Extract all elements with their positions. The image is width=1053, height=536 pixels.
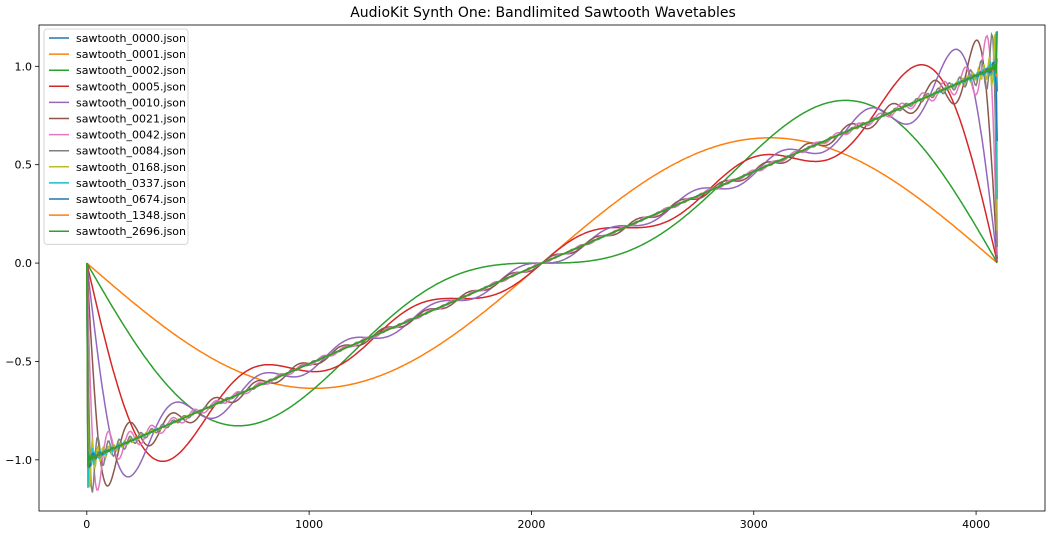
series-group — [86, 31, 998, 493]
legend-label: sawtooth_0001.json — [76, 48, 186, 61]
legend-label: sawtooth_0021.json — [76, 113, 186, 126]
legend-box — [43, 28, 189, 245]
legend-label: sawtooth_0337.json — [76, 177, 186, 190]
legend-label: sawtooth_0005.json — [76, 80, 186, 93]
x-tick-label: 4000 — [962, 518, 990, 531]
plot-frame — [38, 24, 1046, 512]
x-tick-label: 1000 — [295, 518, 323, 531]
series-line-9 — [86, 31, 998, 488]
legend-label: sawtooth_0168.json — [76, 161, 186, 174]
x-tick-label: 3000 — [740, 518, 768, 531]
x-axis: 0 1000 2000 3000 4000 — [83, 511, 990, 531]
x-tick-label: 0 — [83, 518, 90, 531]
chart-title: AudioKit Synth One: Bandlimited Sawtooth… — [350, 5, 736, 21]
legend-label: sawtooth_0002.json — [76, 64, 186, 77]
legend: sawtooth_0000.json sawtooth_0001.jsonsawt… — [43, 28, 189, 245]
y-tick-label: 1.0 — [15, 60, 33, 73]
legend-label: sawtooth_0000.json — [76, 32, 186, 45]
legend-label: sawtooth_0674.json — [76, 193, 186, 206]
legend-label: sawtooth_0042.json — [76, 129, 186, 142]
legend-label: sawtooth_2696.json — [76, 225, 186, 238]
legend-label: sawtooth_0010.json — [76, 96, 186, 109]
y-tick-label: 0.0 — [15, 257, 33, 270]
legend-label: sawtooth_0084.json — [76, 145, 186, 158]
legend-label: sawtooth_1348.json — [76, 209, 186, 222]
y-tick-label: 0.5 — [15, 159, 33, 172]
series-line-0 — [86, 53, 998, 467]
y-tick-label: −1.0 — [5, 454, 32, 467]
series-line-12 — [86, 31, 998, 468]
y-tick-label: −0.5 — [5, 355, 32, 368]
x-tick-label: 2000 — [517, 518, 545, 531]
y-axis: −1.0 −0.5 0.0 0.5 1.0 — [5, 60, 39, 467]
